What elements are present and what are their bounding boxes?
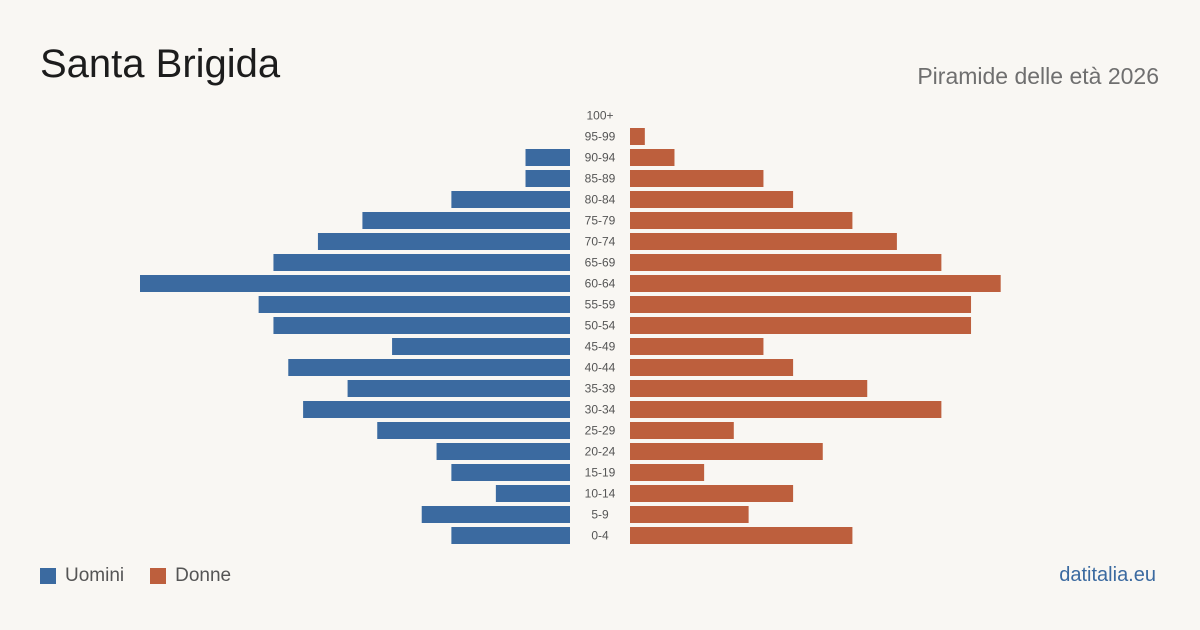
bar-men-65-69 [273,254,570,271]
bar-men-25-29 [377,422,570,439]
bar-women-60-64 [630,275,1001,292]
bar-women-5-9 [630,506,749,523]
bar-men-20-24 [436,443,570,460]
bar-women-40-44 [630,359,794,376]
age-label-35-39: 35-39 [585,382,616,396]
legend-swatch-men [40,568,56,584]
bar-women-45-49 [630,338,764,355]
bar-women-10-14 [630,485,794,502]
age-label-70-74: 70-74 [585,235,616,249]
bar-women-90-94 [630,149,675,166]
bar-women-35-39 [630,380,868,397]
legend-swatch-women [150,568,167,584]
age-label-75-79: 75-79 [585,214,616,228]
bar-men-80-84 [451,191,570,208]
age-label-25-29: 25-29 [585,424,616,438]
bar-men-75-79 [362,212,570,229]
age-label-45-49: 45-49 [585,340,616,354]
age-label-85-89: 85-89 [585,172,616,186]
bar-women-95-99 [630,128,645,145]
bar-women-15-19 [630,464,705,481]
age-label-60-64: 60-64 [585,277,616,291]
bar-men-60-64 [140,275,570,292]
bar-women-55-59 [630,296,972,313]
bar-women-30-34 [630,401,942,418]
age-label-65-69: 65-69 [585,256,616,270]
age-label-90-94: 90-94 [585,151,616,165]
age-label-40-44: 40-44 [585,361,616,375]
age-label-50-54: 50-54 [585,319,616,333]
age-label-55-59: 55-59 [585,298,616,312]
bar-men-40-44 [288,359,570,376]
bar-men-45-49 [392,338,570,355]
page-title: Santa Brigida [40,42,281,86]
bar-women-50-54 [630,317,972,334]
age-label-95-99: 95-99 [585,130,616,144]
bar-men-30-34 [303,401,570,418]
bar-men-5-9 [421,506,570,523]
bar-men-90-94 [525,149,570,166]
legend-item-men: Uomini [40,565,124,587]
bar-men-85-89 [525,170,570,187]
bar-men-10-14 [495,485,570,502]
bar-men-50-54 [273,317,570,334]
bar-women-85-89 [630,170,764,187]
brand-link[interactable]: datitalia.eu [1059,564,1156,586]
legend-label-women: Donne [175,565,232,586]
legend-label-men: Uomini [65,565,125,586]
legend-item-women: Donne [150,565,231,587]
age-label-100plus: 100+ [586,109,613,123]
bar-men-0-4 [451,527,570,544]
bar-men-15-19 [451,464,570,481]
bar-women-20-24 [630,443,823,460]
age-label-0-4: 0-4 [591,529,609,543]
chart-subtitle: Piramide delle età 2026 [917,63,1159,89]
legend: Uomini Donne [40,565,257,587]
bar-women-25-29 [630,422,734,439]
age-label-10-14: 10-14 [585,487,616,501]
bar-women-65-69 [630,254,942,271]
bar-women-75-79 [630,212,853,229]
age-label-15-19: 15-19 [585,466,616,480]
bar-men-35-39 [347,380,570,397]
bar-men-55-59 [258,296,570,313]
population-pyramid-chart: 100+ 95-99 90-94 85-89 80-84 75-79 70-74 65-69 6… [140,109,1001,544]
bar-men-70-74 [317,233,570,250]
age-label-5-9: 5-9 [591,508,609,522]
bar-women-0-4 [630,527,853,544]
age-label-30-34: 30-34 [585,403,616,417]
bar-women-70-74 [630,233,897,250]
age-label-80-84: 80-84 [585,193,616,207]
bar-women-80-84 [630,191,794,208]
age-label-20-24: 20-24 [585,445,616,459]
